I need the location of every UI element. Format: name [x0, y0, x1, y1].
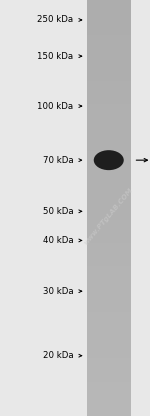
Text: www.PTgLAB.COM: www.PTgLAB.COM	[82, 187, 134, 246]
Text: 100 kDa: 100 kDa	[37, 102, 74, 111]
Text: 70 kDa: 70 kDa	[43, 156, 74, 165]
Text: 150 kDa: 150 kDa	[37, 52, 74, 61]
Text: 40 kDa: 40 kDa	[43, 236, 74, 245]
Text: 20 kDa: 20 kDa	[43, 351, 74, 360]
Text: 250 kDa: 250 kDa	[37, 15, 74, 25]
Ellipse shape	[94, 150, 124, 170]
Bar	[87, 0, 130, 416]
Text: 30 kDa: 30 kDa	[43, 287, 74, 296]
Text: 50 kDa: 50 kDa	[43, 207, 74, 216]
